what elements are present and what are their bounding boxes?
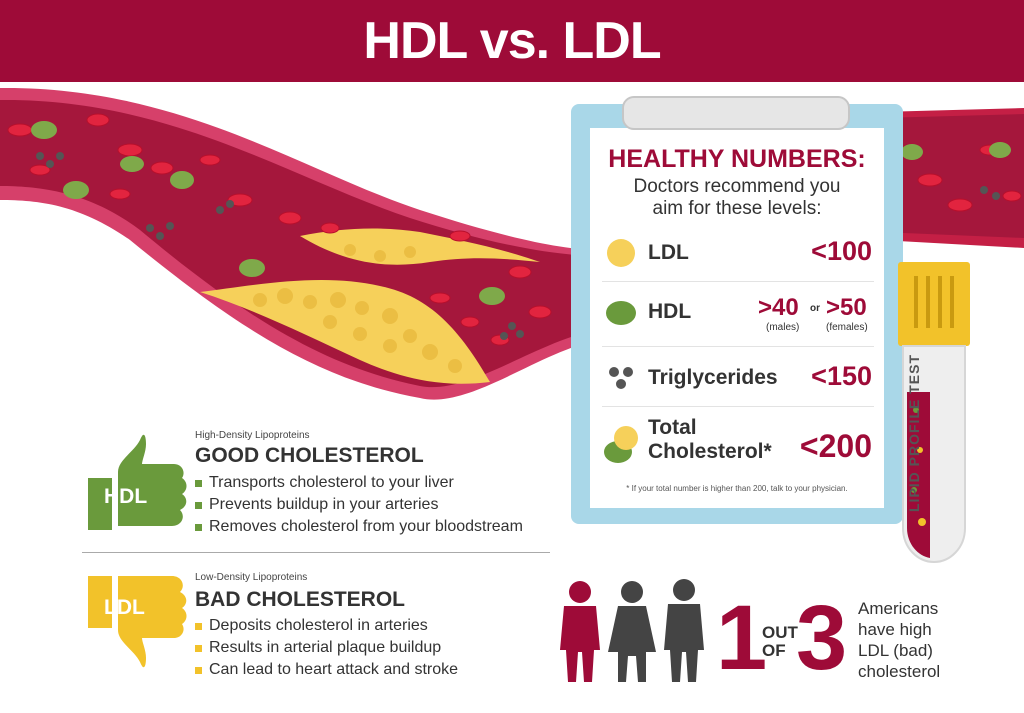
clipboard-paper <box>590 128 884 508</box>
stat-text-line: cholesterol <box>858 662 941 681</box>
total-cholesterol-icon <box>604 426 638 463</box>
hdl-badge: HDL <box>104 485 148 508</box>
good-title: GOOD CHOLESTEROL <box>195 444 424 467</box>
page-title: HDL vs. LDL <box>363 12 661 70</box>
row-total-cholesterol: Total Cholesterol* <200 <box>600 414 876 474</box>
stat-number-three: 3 <box>796 587 848 689</box>
healthy-numbers-title: HEALTHY NUMBERS: <box>608 145 866 173</box>
bad-bullet: Can lead to heart attack and stroke <box>195 659 458 681</box>
row-hdl: HDL >40 or >50 (males) (females) <box>600 294 876 338</box>
bad-bullet: Deposits cholesterol in arteries <box>195 615 458 637</box>
stat-text-line: have high <box>858 620 932 639</box>
footnote: * If your total number is higher than 20… <box>626 484 848 493</box>
ldl-badge: LDL <box>104 596 145 619</box>
total-label-line-1: Total <box>648 416 697 439</box>
stat-text-line: LDL (bad) <box>858 641 933 660</box>
row-triglycerides: Triglycerides <150 <box>600 360 876 400</box>
section-divider <box>82 552 550 553</box>
header-banner: HDL vs. LDL <box>0 0 1024 82</box>
stat-out-of: OUT OF <box>762 624 798 660</box>
stat-text: Americans have high LDL (bad) cholestero… <box>858 598 1008 682</box>
row-divider <box>602 406 874 407</box>
good-bullet: Removes cholesterol from your bloodstrea… <box>195 516 523 538</box>
row-triglycerides-value: <150 <box>811 361 872 391</box>
row-ldl: LDL <100 <box>600 236 876 276</box>
subtitle-line-1: Doctors recommend you <box>633 176 841 197</box>
clipboard-clip <box>622 96 850 130</box>
good-bullet: Prevents buildup in your arteries <box>195 494 523 516</box>
good-bullet: Transports cholesterol to your liver <box>195 472 523 494</box>
hdl-or-text: or <box>810 303 820 314</box>
stat-text-line: Americans <box>858 599 939 618</box>
row-triglycerides-label: Triglycerides <box>648 366 778 389</box>
hdl-males-label: (males) <box>766 322 800 333</box>
ldl-particle-icon <box>607 239 635 267</box>
row-hdl-label: HDL <box>648 300 692 323</box>
row-ldl-label: LDL <box>648 241 689 264</box>
stat-number-one: 1 <box>716 587 768 689</box>
out-of-line-1: OUT <box>762 623 798 642</box>
subtitle-line-2: aim for these levels: <box>652 198 822 219</box>
good-small-label: High-Density Lipoproteins <box>195 430 310 441</box>
triglycerides-icon <box>609 367 633 389</box>
healthy-numbers-subtitle: Doctors recommend you aim for these leve… <box>590 176 884 220</box>
out-of-line-2: OF <box>762 641 786 660</box>
bad-bullet: Results in arterial plaque buildup <box>195 637 458 659</box>
total-label-line-2: Cholesterol* <box>648 440 772 463</box>
row-divider <box>602 346 874 347</box>
bad-small-label: Low-Density Lipoproteins <box>195 572 308 583</box>
row-ldl-value: <100 <box>811 236 872 266</box>
row-total-label: Total Cholesterol* <box>648 416 772 464</box>
row-total-value: <200 <box>799 428 872 464</box>
hdl-males-value: >40 <box>758 294 799 321</box>
hdl-females-label: (females) <box>826 322 868 333</box>
bad-bullets: Deposits cholesterol in arteries Results… <box>195 615 458 681</box>
row-divider <box>602 281 874 282</box>
bad-title: BAD CHOLESTEROL <box>195 588 405 611</box>
tube-label: LIPID PROFILE TEST <box>906 353 922 512</box>
hdl-particle-icon <box>606 301 636 325</box>
good-bullets: Transports cholesterol to your liver Pre… <box>195 472 523 538</box>
hdl-females-value: >50 <box>826 294 867 321</box>
